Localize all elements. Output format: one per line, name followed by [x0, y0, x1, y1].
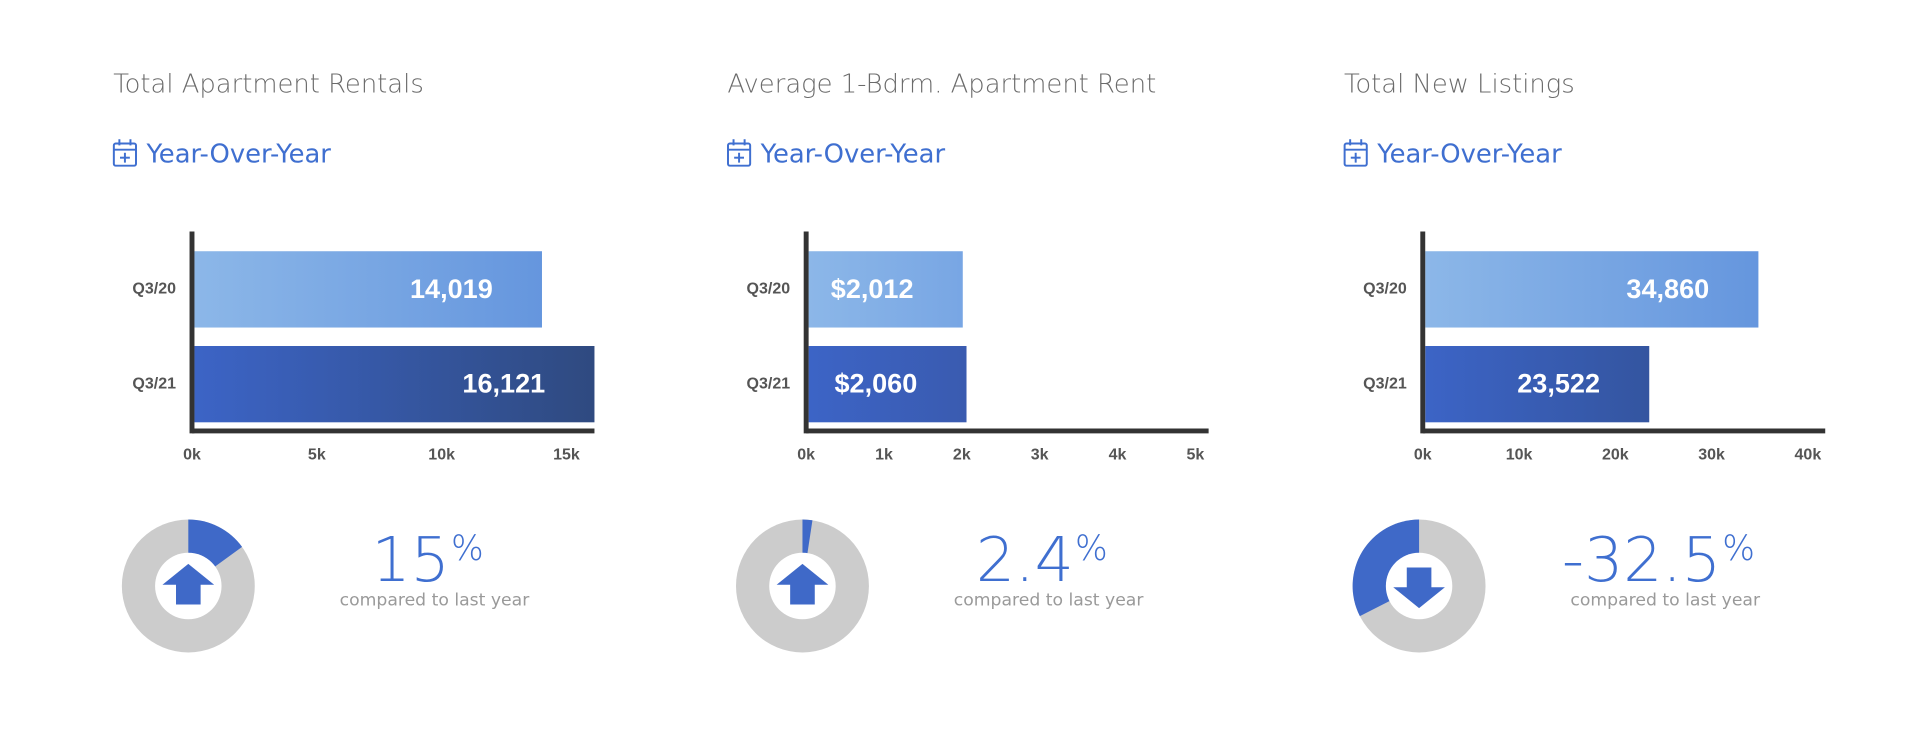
- subtitle: Year-Over-Year: [1376, 140, 1562, 170]
- x-tick-label: 5k: [1186, 447, 1204, 464]
- calendar-icon: [727, 139, 752, 167]
- change-unit: %: [1722, 529, 1755, 569]
- x-tick-label: 4k: [1109, 447, 1127, 464]
- x-tick-label: 10k: [428, 447, 455, 464]
- change-caption: compared to last year: [340, 591, 531, 611]
- x-tick-label: 3k: [1031, 447, 1049, 464]
- x-tick-label: 40k: [1795, 447, 1822, 464]
- direction-arrow: [776, 563, 829, 605]
- category-label: Q3/20: [747, 281, 791, 298]
- category-label: Q3/20: [1363, 281, 1407, 298]
- icon-body: [1343, 142, 1368, 167]
- value-label: 23,522: [1517, 368, 1600, 399]
- direction-arrow: [1393, 567, 1445, 609]
- category-label: Q3/20: [132, 281, 176, 298]
- icon-body: [727, 142, 752, 167]
- panel-title: Total Apartment Rentals: [113, 69, 424, 99]
- value-label: $2,060: [835, 368, 918, 399]
- change-unit: %: [451, 529, 484, 569]
- x-tick-label: 0k: [797, 447, 815, 464]
- category-label: Q3/21: [1363, 375, 1407, 392]
- calendar-icon: [1343, 139, 1368, 167]
- x-tick-label: 5k: [308, 447, 326, 464]
- value-label: 14,019: [410, 273, 493, 304]
- x-tick-label: 1k: [875, 447, 893, 464]
- bar: [1425, 251, 1759, 328]
- panel: Total Apartment Rentals Year-Over-Year Q3/…: [112, 69, 595, 653]
- icon-body: [112, 142, 137, 167]
- change-value: 2.4: [976, 524, 1074, 596]
- direction-arrow: [162, 563, 215, 605]
- change-unit: %: [1075, 529, 1108, 569]
- bar: [194, 346, 595, 423]
- x-tick-label: 10k: [1506, 447, 1533, 464]
- panel: Total New Listings Year-Over-Year Q3/20 34,…: [1343, 69, 1826, 653]
- x-tick-label: 2k: [953, 447, 971, 464]
- category-label: Q3/21: [747, 375, 791, 392]
- x-tick-label: 0k: [1414, 447, 1432, 464]
- calendar-icon: [112, 139, 137, 167]
- change-caption: compared to last year: [1570, 591, 1761, 611]
- change-value: -32.5: [1562, 524, 1721, 596]
- x-tick-label: 0k: [183, 447, 201, 464]
- value-label: $2,012: [831, 273, 914, 304]
- x-tick-label: 30k: [1698, 447, 1725, 464]
- x-tick-label: 20k: [1602, 447, 1629, 464]
- value-label: 34,860: [1626, 273, 1709, 304]
- x-tick-label: 15k: [553, 447, 580, 464]
- subtitle: Year-Over-Year: [145, 140, 331, 170]
- bar: [1425, 346, 1650, 423]
- panel: Average 1-Bdrm. Apartment Rent Year-Over-…: [727, 69, 1209, 653]
- bar: [194, 251, 542, 328]
- category-label: Q3/21: [132, 375, 176, 392]
- subtitle: Year-Over-Year: [760, 140, 946, 170]
- change-value: 15: [372, 524, 450, 596]
- panel-title: Total New Listings: [1344, 69, 1575, 99]
- bar: [808, 346, 967, 423]
- value-label: 16,121: [462, 368, 545, 399]
- change-caption: compared to last year: [954, 591, 1145, 611]
- bar: [808, 251, 963, 328]
- panel-title: Average 1-Bdrm. Apartment Rent: [727, 69, 1156, 99]
